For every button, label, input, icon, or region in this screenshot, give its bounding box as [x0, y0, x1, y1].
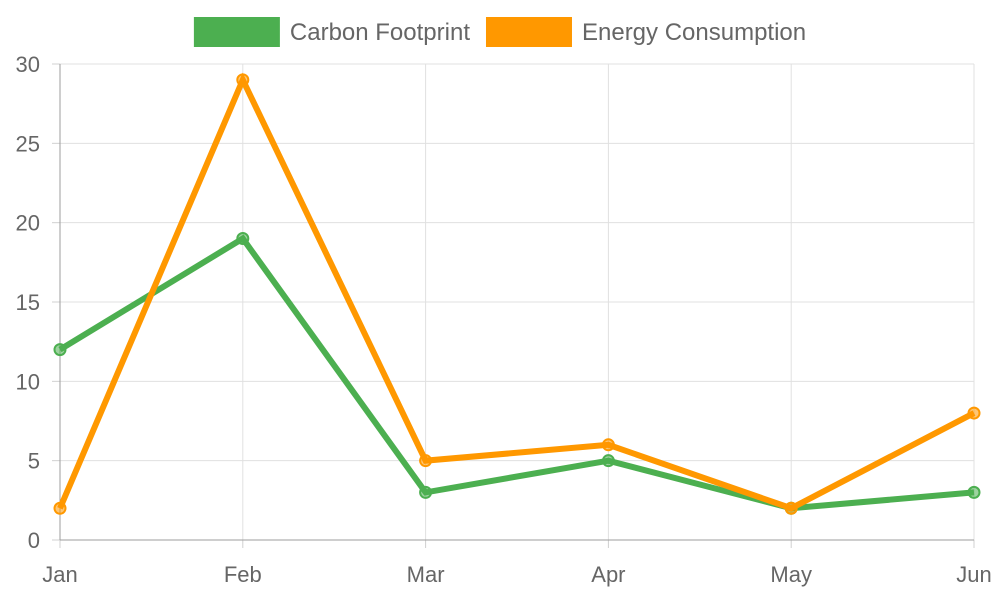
series-energy-consumption: [53, 72, 981, 515]
carbon-footprint-point[interactable]: [419, 485, 433, 499]
y-tick-label: 30: [16, 52, 40, 77]
carbon-footprint-line: [58, 234, 975, 512]
grid: [59, 63, 975, 541]
y-tick-label: 0: [28, 528, 40, 553]
x-tick-label: Apr: [591, 562, 625, 587]
legend-item-carbon-footprint[interactable]: Carbon Footprint: [193, 17, 470, 47]
energy-consumption-point[interactable]: [53, 501, 67, 515]
y-tick-label: 25: [16, 131, 40, 156]
energy-consumption-point[interactable]: [967, 406, 981, 420]
carbon-footprint-point[interactable]: [967, 485, 981, 499]
y-tick-label: 5: [28, 449, 40, 474]
legend-swatch: [485, 17, 572, 47]
series-carbon-footprint: [53, 232, 981, 515]
legend-item-energy-consumption[interactable]: Energy Consumption: [485, 17, 806, 47]
x-tick-label: Jun: [956, 562, 991, 587]
carbon-footprint-point[interactable]: [53, 343, 67, 357]
legend: Carbon Footprint Energy Consumption: [193, 17, 806, 47]
energy-consumption-point[interactable]: [784, 501, 798, 515]
carbon-footprint-point[interactable]: [236, 232, 250, 246]
x-tick-label: Feb: [224, 562, 262, 587]
legend-label: Carbon Footprint: [290, 19, 470, 46]
y-tick-label: 20: [16, 211, 40, 236]
x-tick-label: May: [770, 562, 812, 587]
legend-swatch: [193, 17, 280, 47]
series-layer: [53, 72, 981, 515]
x-tick-label: Mar: [407, 562, 445, 587]
carbon-footprint-point[interactable]: [601, 454, 615, 468]
energy-consumption-line: [57, 72, 976, 512]
energy-consumption-point[interactable]: [601, 438, 615, 452]
energy-consumption-point[interactable]: [419, 454, 433, 468]
y-tick-label: 15: [16, 290, 40, 315]
axes: 0 5 10 15 20 25 30 Jan Feb Mar Apr May Jun: [16, 52, 992, 587]
y-tick-label: 10: [16, 369, 40, 394]
legend-label: Energy Consumption: [582, 19, 806, 46]
x-tick-label: Jan: [42, 562, 77, 587]
energy-consumption-point[interactable]: [236, 73, 250, 87]
